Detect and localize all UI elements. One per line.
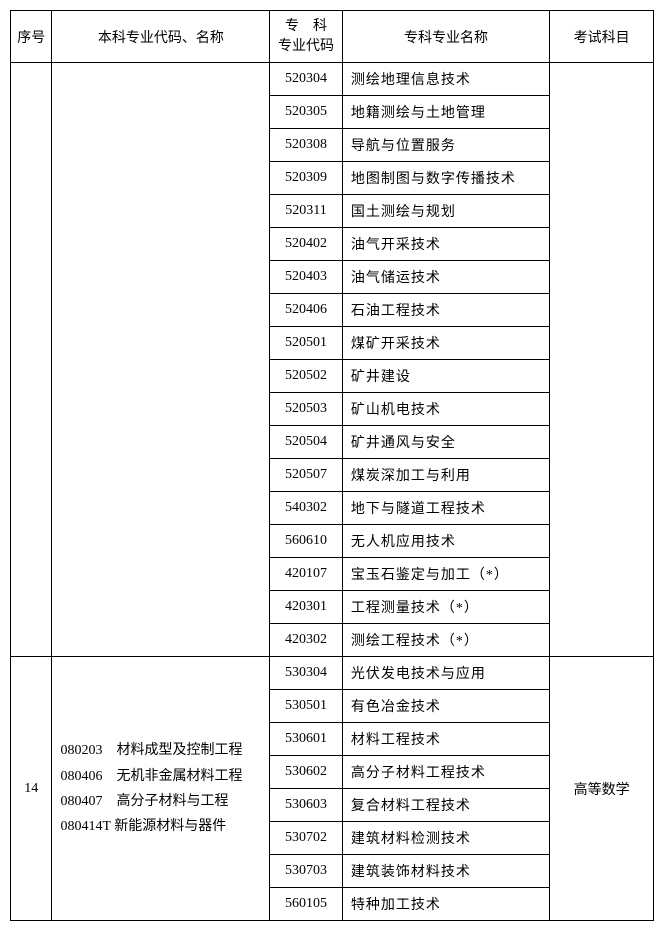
code-cell: 560105 bbox=[270, 888, 343, 921]
name-cell: 矿井通风与安全 bbox=[342, 426, 549, 459]
header-major: 本科专业代码、名称 bbox=[52, 11, 270, 63]
code-cell: 520311 bbox=[270, 195, 343, 228]
code-cell: 520309 bbox=[270, 162, 343, 195]
code-cell: 520305 bbox=[270, 96, 343, 129]
table-body: 520304测绘地理信息技术520305地籍测绘与土地管理520308导航与位置… bbox=[11, 63, 654, 921]
name-cell: 油气储运技术 bbox=[342, 261, 549, 294]
major-cell bbox=[52, 63, 270, 657]
name-cell: 有色冶金技术 bbox=[342, 690, 549, 723]
header-exam: 考试科目 bbox=[550, 11, 654, 63]
code-cell: 530703 bbox=[270, 855, 343, 888]
name-cell: 建筑材料检测技术 bbox=[342, 822, 549, 855]
code-cell: 520402 bbox=[270, 228, 343, 261]
exam-cell: 高等数学 bbox=[550, 657, 654, 921]
code-cell: 520501 bbox=[270, 327, 343, 360]
name-cell: 矿井建设 bbox=[342, 360, 549, 393]
exam-cell bbox=[550, 63, 654, 657]
name-cell: 地图制图与数字传播技术 bbox=[342, 162, 549, 195]
header-name: 专科专业名称 bbox=[342, 11, 549, 63]
code-cell: 520406 bbox=[270, 294, 343, 327]
name-cell: 煤矿开采技术 bbox=[342, 327, 549, 360]
name-cell: 矿山机电技术 bbox=[342, 393, 549, 426]
code-cell: 530601 bbox=[270, 723, 343, 756]
code-cell: 530304 bbox=[270, 657, 343, 690]
code-cell: 560610 bbox=[270, 525, 343, 558]
name-cell: 高分子材料工程技术 bbox=[342, 756, 549, 789]
code-cell: 530603 bbox=[270, 789, 343, 822]
header-code-line2: 专业代码 bbox=[278, 39, 334, 54]
code-cell: 540302 bbox=[270, 492, 343, 525]
code-cell: 420301 bbox=[270, 591, 343, 624]
code-cell: 520403 bbox=[270, 261, 343, 294]
major-cell: 080203 材料成型及控制工程 080406 无机非金属材料工程 080407… bbox=[52, 657, 270, 921]
code-cell: 520507 bbox=[270, 459, 343, 492]
code-cell: 530602 bbox=[270, 756, 343, 789]
seq-cell: 14 bbox=[11, 657, 52, 921]
name-cell: 光伏发电技术与应用 bbox=[342, 657, 549, 690]
majors-table: 序号 本科专业代码、名称 专 科 专业代码 专科专业名称 考试科目 520304… bbox=[10, 10, 654, 921]
name-cell: 油气开采技术 bbox=[342, 228, 549, 261]
name-cell: 国土测绘与规划 bbox=[342, 195, 549, 228]
code-cell: 520308 bbox=[270, 129, 343, 162]
name-cell: 地下与隧道工程技术 bbox=[342, 492, 549, 525]
code-cell: 520504 bbox=[270, 426, 343, 459]
name-cell: 煤炭深加工与利用 bbox=[342, 459, 549, 492]
table-row: 14080203 材料成型及控制工程 080406 无机非金属材料工程 0804… bbox=[11, 657, 654, 690]
name-cell: 特种加工技术 bbox=[342, 888, 549, 921]
name-cell: 建筑装饰材料技术 bbox=[342, 855, 549, 888]
name-cell: 无人机应用技术 bbox=[342, 525, 549, 558]
name-cell: 导航与位置服务 bbox=[342, 129, 549, 162]
name-cell: 石油工程技术 bbox=[342, 294, 549, 327]
code-cell: 520502 bbox=[270, 360, 343, 393]
table-row: 520304测绘地理信息技术 bbox=[11, 63, 654, 96]
code-cell: 520304 bbox=[270, 63, 343, 96]
code-cell: 530501 bbox=[270, 690, 343, 723]
header-code-line1: 专 科 bbox=[285, 19, 327, 34]
name-cell: 材料工程技术 bbox=[342, 723, 549, 756]
code-cell: 530702 bbox=[270, 822, 343, 855]
code-cell: 420302 bbox=[270, 624, 343, 657]
name-cell: 宝玉石鉴定与加工（*） bbox=[342, 558, 549, 591]
name-cell: 地籍测绘与土地管理 bbox=[342, 96, 549, 129]
code-cell: 420107 bbox=[270, 558, 343, 591]
name-cell: 测绘地理信息技术 bbox=[342, 63, 549, 96]
header-row: 序号 本科专业代码、名称 专 科 专业代码 专科专业名称 考试科目 bbox=[11, 11, 654, 63]
header-seq: 序号 bbox=[11, 11, 52, 63]
name-cell: 测绘工程技术（*） bbox=[342, 624, 549, 657]
header-code: 专 科 专业代码 bbox=[270, 11, 343, 63]
name-cell: 复合材料工程技术 bbox=[342, 789, 549, 822]
name-cell: 工程测量技术（*） bbox=[342, 591, 549, 624]
code-cell: 520503 bbox=[270, 393, 343, 426]
seq-cell bbox=[11, 63, 52, 657]
